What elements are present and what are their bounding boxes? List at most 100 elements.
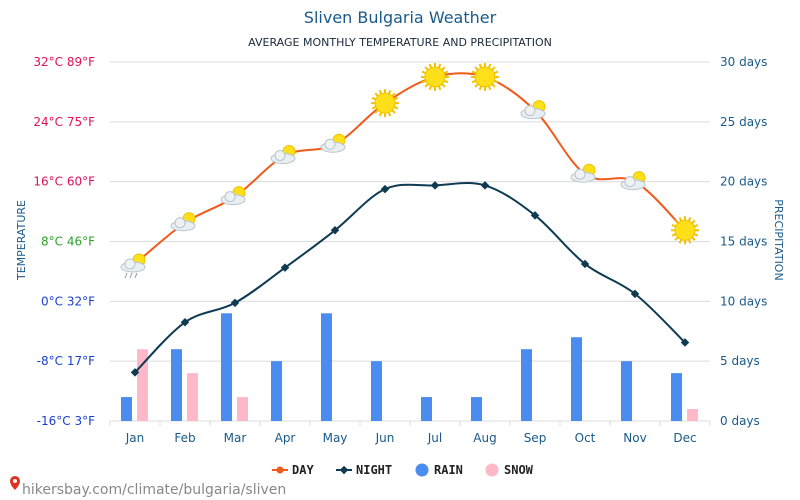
night-point (230, 298, 240, 308)
partly-cloudy-icon (270, 144, 296, 164)
left-tick-label: 16°C 60°F (33, 175, 95, 189)
sun-disc (474, 66, 496, 88)
x-tick-label: Aug (473, 431, 496, 445)
x-tick-label: Jun (375, 431, 395, 445)
rain-bar (671, 373, 682, 421)
legend-label: RAIN (434, 463, 463, 477)
x-tick-label: Dec (673, 431, 696, 445)
cloud-puff (324, 138, 336, 150)
legend-label: DAY (292, 463, 314, 477)
rain-circle-icon (415, 463, 429, 477)
x-tick-label: Sep (524, 431, 547, 445)
left-axis-label: TEMPERATURE (15, 200, 28, 281)
sun-icon (671, 216, 699, 245)
right-tick-label: 25 days (720, 115, 767, 129)
snow-bar (687, 409, 698, 421)
cloud-puff (574, 168, 586, 180)
left-tick-label: -16°C 3°F (37, 414, 95, 428)
right-axis-label: PRECIPITATION (772, 199, 785, 280)
night-point (580, 259, 590, 269)
rain-bar (371, 361, 382, 421)
rain-drop (134, 272, 138, 279)
cloud-puff (524, 105, 536, 117)
legend-item-day: DAY (272, 463, 314, 477)
x-tick-label: Oct (575, 431, 596, 445)
rain-bar (121, 397, 132, 421)
snow-bar (187, 373, 198, 421)
rain-bar (571, 337, 582, 421)
temperature-lines (130, 72, 690, 377)
legend-item-night: NIGHT (336, 463, 392, 477)
rain-drop (124, 272, 128, 279)
night-point (680, 338, 690, 347)
snow-bar (137, 349, 148, 421)
night-point (480, 181, 490, 190)
sun-disc (374, 92, 396, 114)
x-tick-label: May (323, 431, 348, 445)
sun-icon (371, 89, 399, 118)
x-tick-label: Nov (623, 431, 646, 445)
night-point (130, 368, 140, 377)
legend-label: NIGHT (356, 463, 392, 477)
cloud-puff (224, 191, 236, 203)
sun-disc (674, 219, 696, 241)
right-tick-label: 20 days (720, 175, 767, 189)
weather-icons (120, 62, 699, 279)
rain-bar (271, 361, 282, 421)
partly-cloudy-icon (570, 163, 596, 183)
x-tick-label: Mar (224, 431, 247, 445)
x-tick-label: Apr (275, 431, 296, 445)
cloud-puff (174, 217, 186, 229)
night-marker-icon (339, 465, 349, 475)
watermark-text: hikersbay.com/climate/bulgaria/sliven (22, 482, 286, 498)
snow-bar (237, 397, 248, 421)
cloud-puff (274, 149, 286, 161)
x-tick-label: Jan (125, 431, 145, 445)
rain-bar (421, 397, 432, 421)
x-tick-label: Feb (174, 431, 195, 445)
rain-drop (129, 272, 133, 279)
legend-label: SNOW (504, 463, 534, 477)
snow-circle-icon (485, 463, 499, 477)
partly-cloudy-icon (170, 212, 196, 232)
precipitation-bars (121, 313, 698, 421)
chart-title: Sliven Bulgaria Weather (304, 8, 497, 27)
partly-cloudy-icon (220, 186, 246, 206)
chart-legend: DAY NIGHT RAIN SNOW (272, 463, 534, 477)
sun-icon (421, 62, 449, 91)
night-temperature-line (134, 182, 686, 374)
legend-item-snow: SNOW (485, 463, 534, 477)
left-axis-ticks: 32°C 89°F 24°C 75°F 16°C 60°F 8°C 46°F 0°C 3… (33, 55, 95, 428)
legend-item-rain: RAIN (415, 463, 463, 477)
partly-cloudy-icon (320, 133, 346, 153)
left-tick-label: 8°C 46°F (41, 235, 95, 249)
sun-icon (471, 62, 499, 91)
rain-bar (221, 313, 232, 421)
cloud-puff (624, 176, 636, 188)
rain-bar (521, 349, 532, 421)
day-temperature-line (134, 72, 686, 265)
right-tick-label: 15 days (720, 235, 767, 249)
rain-bar (171, 349, 182, 421)
location-pin-icon (10, 476, 20, 490)
right-tick-label: 30 days (720, 55, 767, 69)
partly-cloudy-rain-icon (120, 253, 146, 279)
night-point (630, 289, 640, 299)
left-tick-label: 32°C 89°F (33, 55, 95, 69)
rain-bar (321, 313, 332, 421)
watermark[interactable]: hikersbay.com/climate/bulgaria/sliven (10, 476, 286, 498)
x-axis-ticks: Jan Feb Mar Apr May Jun Jul Aug Sep Oct Nov Dec (125, 431, 697, 445)
night-point (380, 184, 390, 194)
left-tick-label: 0°C 32°F (41, 294, 95, 308)
partly-cloudy-icon (520, 100, 546, 120)
night-point (180, 318, 190, 327)
right-tick-label: 0 days (720, 414, 760, 428)
night-point (430, 181, 440, 190)
left-tick-label: -8°C 17°F (37, 354, 95, 368)
night-point (330, 226, 340, 235)
right-tick-label: 10 days (720, 294, 767, 308)
sun-disc (424, 66, 446, 88)
partly-cloudy-icon (620, 171, 646, 191)
rain-bar (471, 397, 482, 421)
